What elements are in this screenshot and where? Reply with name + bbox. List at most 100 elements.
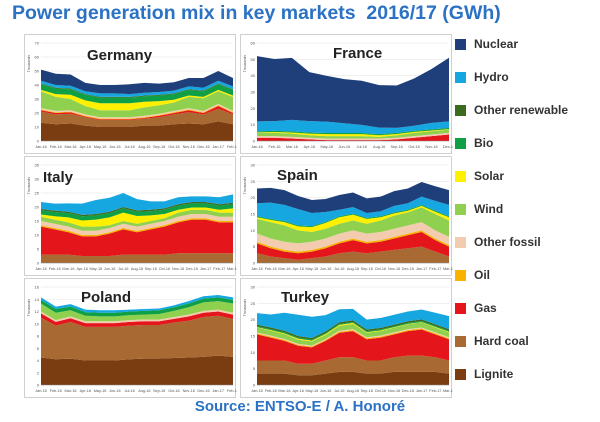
x-tick-label: Apr-16: [292, 267, 303, 271]
x-tick-label: May-16: [90, 267, 103, 271]
x-tick-label: Oct-16: [408, 145, 419, 149]
x-tick-label: Apr-16: [80, 145, 91, 149]
legend-label: Oil: [474, 268, 491, 282]
x-tick-label: Apr-16: [76, 267, 87, 271]
legend-item-lignite: Lignite: [455, 364, 513, 384]
area-hard-coal: [257, 355, 449, 376]
chart-title-italy: Italy: [43, 169, 74, 186]
area-oil: [257, 230, 449, 254]
legend-label: Solar: [474, 169, 505, 183]
chart-title-france: France: [333, 45, 383, 62]
y-tick-label: 10: [35, 233, 40, 238]
area-hydro: [257, 119, 449, 135]
x-tick-label: Jan-16: [251, 145, 263, 149]
x-tick-label: Jun-16: [338, 145, 350, 149]
area-hard-coal: [41, 315, 233, 361]
x-tick-label: Jan-17: [212, 389, 224, 393]
area-wind: [257, 322, 449, 346]
y-tick-label: 20: [35, 205, 40, 210]
area-bio: [41, 203, 233, 221]
legend-item-other-renewable: Other renewable: [455, 100, 568, 120]
area-nuclear: [257, 56, 449, 128]
source-caption: Source: ENTSO-E / A. Honoré: [194, 398, 406, 415]
legend-label: Other fossil: [474, 235, 541, 249]
x-tick-label: Jun-16: [109, 145, 121, 149]
y-tick-label: 20: [35, 111, 40, 116]
legend-label: Hard coal: [474, 334, 529, 348]
x-tick-label: Aug-16: [347, 267, 359, 271]
x-tick-label: Apr-16: [80, 389, 91, 393]
y-tick-label: 2: [37, 370, 40, 375]
area-other-fossil: [257, 132, 449, 141]
legend-swatch: [455, 269, 466, 281]
y-tick-label: 40: [251, 73, 256, 78]
y-tick-label: 30: [35, 97, 40, 102]
chart-panel-spain: 0 5 10 15 20 25 30 Thousands Jan-16 Feb-16 Mar-16 A…: [240, 156, 453, 276]
y-tick-label: 60: [35, 55, 40, 60]
x-tick-label: Nov-16: [183, 389, 195, 393]
x-tick-label: Nov-16: [388, 267, 400, 271]
y-tick-label: 35: [35, 163, 40, 168]
area-hydro: [41, 294, 233, 313]
y-tick-label: 15: [251, 334, 256, 339]
x-tick-label: Mar-16: [65, 389, 77, 393]
x-tick-label: Dec-16: [443, 145, 453, 149]
y-tick-label: 16: [35, 285, 40, 290]
x-tick-label: Dec-16: [186, 267, 198, 271]
x-tick-label: Jan-16: [35, 389, 47, 393]
x-tick-label: Jun-16: [109, 389, 121, 393]
x-tick-label: Feb-17: [429, 267, 441, 271]
x-tick-label: Oct-16: [168, 145, 179, 149]
area-wind: [257, 207, 449, 244]
x-tick-label: Feb-17: [227, 145, 237, 149]
legend-item-solar: Solar: [455, 166, 504, 186]
y-tick-label: 0: [37, 383, 40, 388]
charts-grid: 0 10 20 30 40 50 60 70 Thousands Jan-16 Feb-16 Mar-…: [24, 34, 453, 398]
x-tick-label: Jul-16: [124, 145, 134, 149]
y-tick-label: 30: [35, 177, 40, 182]
x-tick-label: Sep-16: [361, 267, 373, 271]
area-nuclear: [257, 181, 449, 214]
chart-panel-germany: 0 10 20 30 40 50 60 70 Thousands Jan-16 Feb-16 Mar-…: [24, 34, 237, 154]
legend-swatch: [455, 236, 466, 248]
y-tick-label: 10: [251, 122, 256, 127]
y-tick-label: 10: [35, 125, 40, 130]
area-wind: [257, 129, 449, 139]
x-tick-label: Sep-16: [391, 145, 403, 149]
x-tick-label: Feb-16: [268, 145, 280, 149]
area-gas: [257, 231, 449, 260]
area-other-fossil: [41, 309, 233, 324]
y-tick-label: 30: [251, 285, 256, 290]
area-other-renewable: [41, 201, 233, 217]
y-axis-unit: Thousands: [243, 55, 247, 73]
area-gas: [41, 311, 233, 327]
legend-swatch: [455, 104, 466, 116]
x-tick-label: May-16: [94, 389, 107, 393]
area-wind: [41, 209, 233, 231]
legend-item-wind: Wind: [455, 199, 503, 219]
x-tick-label: Dec-16: [197, 389, 209, 393]
legend: Nuclear Hydro Other renewable Bio Solar Wind O…: [455, 34, 600, 396]
area-wind: [41, 301, 233, 322]
x-tick-label: Jul-16: [334, 389, 344, 393]
x-tick-label: Jan-17: [416, 267, 428, 271]
area-hydro: [41, 80, 233, 97]
x-tick-label: Jan-16: [251, 267, 263, 271]
area-hard-coal: [41, 108, 233, 127]
x-tick-label: Feb-16: [265, 267, 277, 271]
x-tick-label: Jul-16: [118, 267, 128, 271]
y-tick-label: 5: [253, 244, 256, 249]
area-hydro: [257, 308, 449, 338]
area-chart-france: 0 10 20 30 40 50 60 Thousands Jan-16 Feb-16 Mar-16…: [243, 41, 453, 150]
x-tick-label: Mar-16: [278, 389, 290, 393]
y-tick-label: 0: [37, 139, 40, 144]
x-tick-label: Jun-16: [320, 267, 332, 271]
x-tick-label: May-16: [306, 389, 319, 393]
area-solar: [41, 207, 233, 227]
x-tick-label: Mar-16: [286, 145, 298, 149]
x-tick-label: Oct-16: [375, 267, 386, 271]
area-lignite: [257, 371, 449, 385]
legend-item-bio: Bio: [455, 133, 493, 153]
x-tick-label: Jul-16: [124, 389, 134, 393]
area-lignite: [41, 355, 233, 385]
